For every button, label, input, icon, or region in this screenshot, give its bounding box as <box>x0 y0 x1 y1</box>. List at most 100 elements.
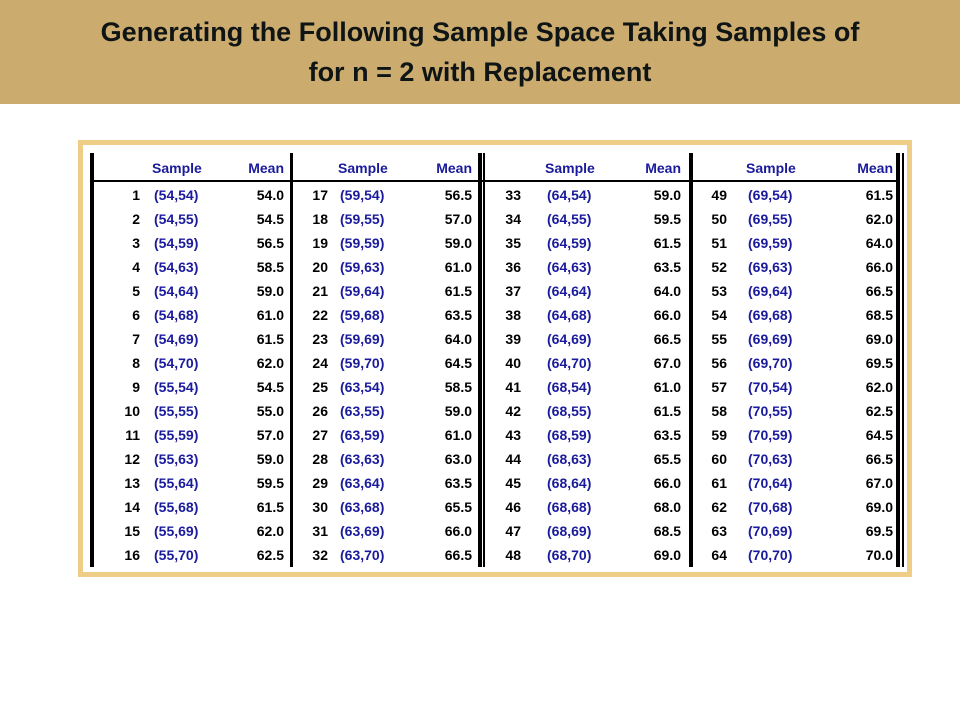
row-mean: 66.0 <box>444 523 472 539</box>
row-mean: 66.5 <box>653 331 681 347</box>
row-sample: (68,59) <box>547 427 592 443</box>
row-sample: (55,64) <box>154 475 199 491</box>
row-number: 43 <box>505 427 521 443</box>
row-mean: 61.5 <box>653 403 681 419</box>
row-number: 7 <box>132 331 140 347</box>
row-mean: 61.5 <box>653 235 681 251</box>
row-mean: 54.0 <box>256 187 284 203</box>
row-number: 4 <box>132 259 140 275</box>
row-number: 45 <box>505 475 521 491</box>
table-row: 27 (63,59) 61.0 <box>294 423 494 447</box>
table-row: 16 (55,70) 62.5 <box>90 543 290 567</box>
row-sample: (70,70) <box>748 547 793 563</box>
row-mean: 59.0 <box>256 451 284 467</box>
row-number: 10 <box>124 403 140 419</box>
row-sample: (68,55) <box>547 403 592 419</box>
table-row: 21 (59,64) 61.5 <box>294 279 494 303</box>
row-number: 1 <box>132 187 140 203</box>
row-sample: (59,54) <box>340 187 385 203</box>
row-sample: (70,63) <box>748 451 793 467</box>
row-number: 64 <box>711 547 727 563</box>
table-row: 28 (63,63) 63.0 <box>294 447 494 471</box>
row-mean: 59.0 <box>653 187 681 203</box>
row-number: 40 <box>505 355 521 371</box>
row-number: 57 <box>711 379 727 395</box>
row-sample: (55,69) <box>154 523 199 539</box>
row-number: 47 <box>505 523 521 539</box>
row-number: 8 <box>132 355 140 371</box>
row-sample: (55,70) <box>154 547 199 563</box>
table-row: 48 (68,70) 69.0 <box>485 543 685 567</box>
row-sample: (63,69) <box>340 523 385 539</box>
row-number: 50 <box>711 211 727 227</box>
row-sample: (69,55) <box>748 211 793 227</box>
table-row: 26 (63,55) 59.0 <box>294 399 494 423</box>
row-number: 31 <box>312 523 328 539</box>
row-mean: 68.5 <box>653 523 681 539</box>
row-mean: 63.5 <box>444 307 472 323</box>
row-sample: (69,64) <box>748 283 793 299</box>
row-number: 37 <box>505 283 521 299</box>
row-mean: 65.5 <box>444 499 472 515</box>
row-mean: 63.5 <box>653 427 681 443</box>
table-row: 55 (69,69) 69.0 <box>693 327 893 351</box>
row-number: 22 <box>312 307 328 323</box>
row-mean: 63.5 <box>444 475 472 491</box>
row-mean: 59.0 <box>256 283 284 299</box>
row-mean: 69.5 <box>865 523 893 539</box>
table-row: 15 (55,69) 62.0 <box>90 519 290 543</box>
table-row: 46 (68,68) 68.0 <box>485 495 685 519</box>
sample-space-table: Sample Mean 1 (54,54) 54.0 2 (54,55) 54.5 3 (54,5… <box>90 153 904 567</box>
row-mean: 66.5 <box>865 451 893 467</box>
row-number: 11 <box>125 427 140 443</box>
row-mean: 61.0 <box>653 379 681 395</box>
table-row: 61 (70,64) 67.0 <box>693 471 893 495</box>
row-number: 63 <box>711 523 727 539</box>
row-number: 21 <box>312 283 328 299</box>
row-number: 56 <box>711 355 727 371</box>
row-mean: 63.5 <box>653 259 681 275</box>
column-divider <box>689 153 693 567</box>
row-sample: (69,68) <box>748 307 793 323</box>
row-mean: 66.5 <box>865 283 893 299</box>
row-number: 60 <box>711 451 727 467</box>
row-number: 51 <box>711 235 727 251</box>
row-mean: 69.0 <box>865 331 893 347</box>
row-mean: 66.0 <box>865 259 893 275</box>
page-title: Generating the Following Sample Space Ta… <box>101 12 860 92</box>
table-row: 37 (64,64) 64.0 <box>485 279 685 303</box>
row-sample: (68,69) <box>547 523 592 539</box>
row-sample: (54,63) <box>154 259 199 275</box>
row-number: 42 <box>505 403 521 419</box>
row-sample: (63,54) <box>340 379 385 395</box>
row-number: 24 <box>312 355 328 371</box>
row-mean: 69.0 <box>653 547 681 563</box>
row-sample: (69,59) <box>748 235 793 251</box>
table-column-group: Sample Mean 17 (59,54) 56.5 18 (59,55) 57.0 19 (5… <box>294 153 504 567</box>
row-mean: 62.0 <box>865 211 893 227</box>
table-row: 24 (59,70) 64.5 <box>294 351 494 375</box>
column-divider <box>478 153 482 567</box>
row-mean: 61.0 <box>444 427 472 443</box>
row-sample: (55,63) <box>154 451 199 467</box>
row-mean: 56.5 <box>256 235 284 251</box>
row-number: 32 <box>312 547 328 563</box>
row-mean: 61.5 <box>256 499 284 515</box>
row-sample: (63,55) <box>340 403 385 419</box>
row-mean: 62.0 <box>256 523 284 539</box>
row-number: 27 <box>312 427 328 443</box>
row-mean: 57.0 <box>256 427 284 443</box>
table-row: 1 (54,54) 54.0 <box>90 183 290 207</box>
row-sample: (54,70) <box>154 355 199 371</box>
row-mean: 65.5 <box>653 451 681 467</box>
row-mean: 68.0 <box>653 499 681 515</box>
row-sample: (54,55) <box>154 211 199 227</box>
row-mean: 57.0 <box>444 211 472 227</box>
table-row: 36 (64,63) 63.5 <box>485 255 685 279</box>
row-number: 53 <box>711 283 727 299</box>
table-column-group: Sample Mean 49 (69,54) 61.5 50 (69,55) 62.0 51 (6… <box>693 153 904 567</box>
row-sample: (64,59) <box>547 235 592 251</box>
row-number: 55 <box>711 331 727 347</box>
table-row: 31 (63,69) 66.0 <box>294 519 494 543</box>
row-sample: (70,55) <box>748 403 793 419</box>
